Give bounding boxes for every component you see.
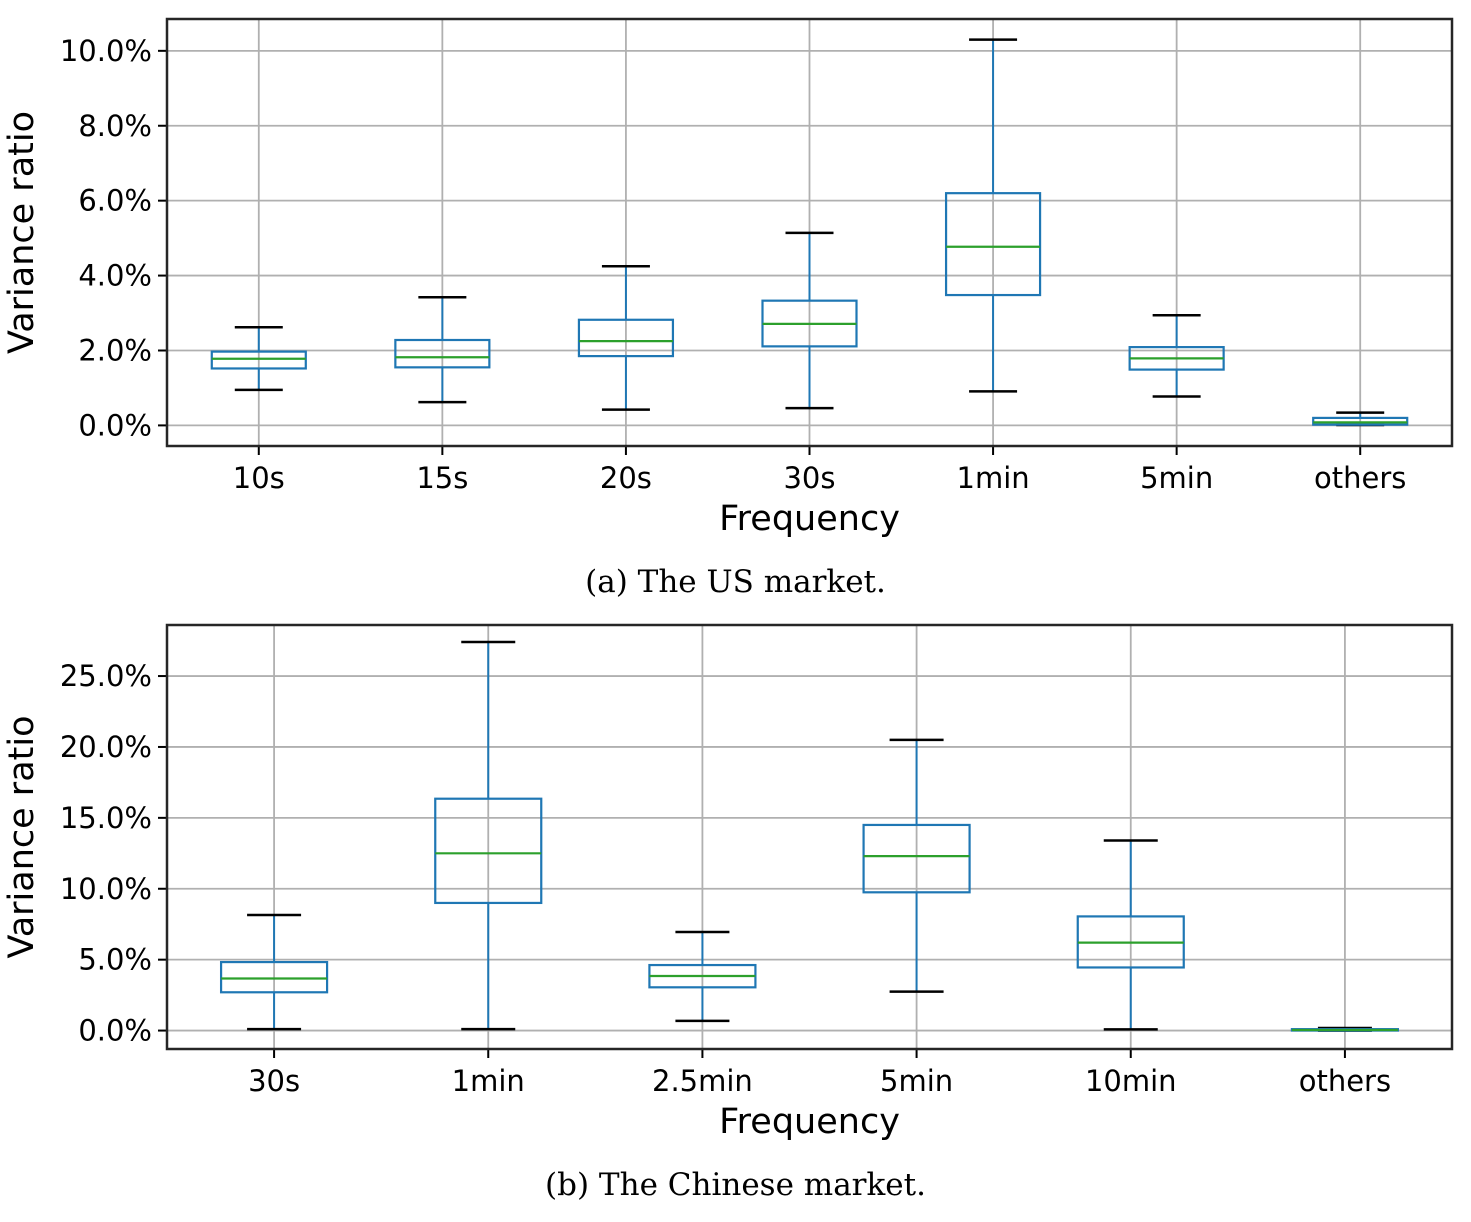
x-axis-label: Frequency: [719, 499, 900, 539]
us-market-caption: (a) The US market.: [585, 564, 886, 600]
box-others: [1290, 1026, 1400, 1032]
svg-text:2.0%: 2.0%: [78, 333, 152, 367]
box-10min: [1076, 839, 1185, 1031]
svg-text:others: others: [1299, 1064, 1391, 1098]
svg-text:5.0%: 5.0%: [78, 943, 152, 977]
box-1min: [434, 640, 543, 1031]
svg-text:0.0%: 0.0%: [78, 1014, 152, 1048]
box-15s: [394, 296, 491, 404]
svg-text:15.0%: 15.0%: [60, 801, 152, 835]
svg-text:2.5min: 2.5min: [652, 1064, 753, 1098]
y-axis-label: Variance ratio: [2, 111, 42, 354]
box-1min: [944, 38, 1042, 393]
axes-spine: [165, 623, 1454, 1051]
box-10s: [210, 326, 307, 392]
svg-text:25.0%: 25.0%: [60, 659, 152, 693]
svg-text:0.0%: 0.0%: [78, 408, 152, 442]
svg-text:30s: 30s: [248, 1064, 300, 1098]
gridlines: [167, 625, 1452, 1049]
axes-spine: [165, 17, 1454, 448]
us-market-boxplot: 0.0% 2.0% 4.0% 6.0% 8.0% 10.0% 10s 15s 20s 30s 1mi…: [2, 17, 1454, 539]
svg-text:10s: 10s: [233, 461, 285, 495]
svg-text:20s: 20s: [600, 461, 652, 495]
x-tick-labels: 30s 1min 2.5min 5min 10min others: [248, 1049, 1391, 1098]
box-30s: [761, 231, 858, 410]
svg-text:5min: 5min: [880, 1064, 953, 1098]
svg-text:others: others: [1314, 461, 1406, 495]
svg-text:8.0%: 8.0%: [78, 109, 152, 143]
box-2.5min: [648, 930, 757, 1023]
box-5min: [1128, 314, 1225, 398]
svg-text:4.0%: 4.0%: [78, 259, 152, 293]
box-30s: [219, 913, 329, 1031]
chinese-market-boxplot: 0.0% 5.0% 10.0% 15.0% 20.0% 25.0% 30s 1min 2.5mi…: [2, 623, 1454, 1142]
box-20s: [577, 264, 675, 411]
svg-text:5min: 5min: [1140, 461, 1213, 495]
chinese-market-caption: (b) The Chinese market.: [545, 1167, 926, 1203]
y-axis-label: Variance ratio: [2, 715, 42, 958]
svg-text:10.0%: 10.0%: [60, 872, 152, 906]
svg-text:10min: 10min: [1085, 1064, 1177, 1098]
svg-text:1min: 1min: [452, 1064, 525, 1098]
box-others: [1312, 411, 1409, 427]
svg-text:6.0%: 6.0%: [78, 184, 152, 218]
svg-text:10.0%: 10.0%: [60, 34, 152, 68]
svg-text:30s: 30s: [783, 461, 835, 495]
svg-text:1min: 1min: [957, 461, 1030, 495]
x-tick-labels: 10s 15s 20s 30s 1min 5min others: [233, 446, 1406, 495]
svg-text:15s: 15s: [416, 461, 468, 495]
y-tick-labels: 0.0% 2.0% 4.0% 6.0% 8.0% 10.0%: [60, 34, 167, 442]
box-5min: [862, 738, 971, 993]
x-axis-label: Frequency: [719, 1102, 900, 1142]
svg-text:20.0%: 20.0%: [60, 730, 152, 764]
y-tick-labels: 0.0% 5.0% 10.0% 15.0% 20.0% 25.0%: [60, 659, 167, 1048]
